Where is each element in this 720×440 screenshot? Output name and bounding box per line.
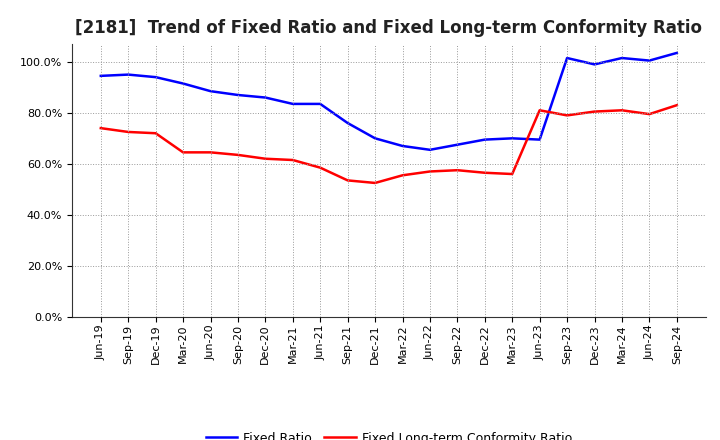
Fixed Ratio (453, 142, 462, 147)
Fixed Long-term Conformity Ratio (316, 165, 325, 170)
Fixed Long-term Conformity Ratio (343, 178, 352, 183)
Fixed Ratio (179, 81, 187, 86)
Fixed Long-term Conformity Ratio (536, 108, 544, 113)
Fixed Ratio (343, 121, 352, 126)
Fixed Long-term Conformity Ratio (206, 150, 215, 155)
Fixed Long-term Conformity Ratio (371, 180, 379, 186)
Fixed Long-term Conformity Ratio (151, 131, 160, 136)
Fixed Long-term Conformity Ratio (590, 109, 599, 114)
Fixed Ratio (233, 92, 242, 98)
Fixed Ratio (645, 58, 654, 63)
Fixed Ratio (96, 73, 105, 78)
Fixed Ratio (672, 50, 681, 55)
Fixed Ratio (151, 74, 160, 80)
Fixed Long-term Conformity Ratio (398, 172, 407, 178)
Fixed Ratio (124, 72, 132, 77)
Fixed Ratio (316, 101, 325, 106)
Fixed Ratio (398, 143, 407, 149)
Fixed Long-term Conformity Ratio (233, 152, 242, 158)
Fixed Long-term Conformity Ratio (563, 113, 572, 118)
Fixed Ratio (206, 88, 215, 94)
Line: Fixed Long-term Conformity Ratio: Fixed Long-term Conformity Ratio (101, 105, 677, 183)
Fixed Ratio (508, 136, 516, 141)
Fixed Long-term Conformity Ratio (480, 170, 489, 176)
Fixed Ratio (618, 55, 626, 61)
Fixed Ratio (563, 55, 572, 61)
Fixed Ratio (536, 137, 544, 142)
Fixed Long-term Conformity Ratio (645, 111, 654, 117)
Fixed Ratio (590, 62, 599, 67)
Fixed Long-term Conformity Ratio (672, 103, 681, 108)
Title: [2181]  Trend of Fixed Ratio and Fixed Long-term Conformity Ratio: [2181] Trend of Fixed Ratio and Fixed Lo… (76, 19, 702, 37)
Fixed Long-term Conformity Ratio (618, 108, 626, 113)
Fixed Ratio (289, 101, 297, 106)
Legend: Fixed Ratio, Fixed Long-term Conformity Ratio: Fixed Ratio, Fixed Long-term Conformity … (201, 427, 577, 440)
Fixed Long-term Conformity Ratio (453, 168, 462, 173)
Fixed Long-term Conformity Ratio (179, 150, 187, 155)
Fixed Ratio (480, 137, 489, 142)
Fixed Ratio (426, 147, 434, 152)
Fixed Long-term Conformity Ratio (96, 125, 105, 131)
Fixed Ratio (371, 136, 379, 141)
Fixed Long-term Conformity Ratio (426, 169, 434, 174)
Line: Fixed Ratio: Fixed Ratio (101, 53, 677, 150)
Fixed Ratio (261, 95, 270, 100)
Fixed Long-term Conformity Ratio (124, 129, 132, 135)
Fixed Long-term Conformity Ratio (289, 158, 297, 163)
Fixed Long-term Conformity Ratio (261, 156, 270, 161)
Fixed Long-term Conformity Ratio (508, 172, 516, 177)
